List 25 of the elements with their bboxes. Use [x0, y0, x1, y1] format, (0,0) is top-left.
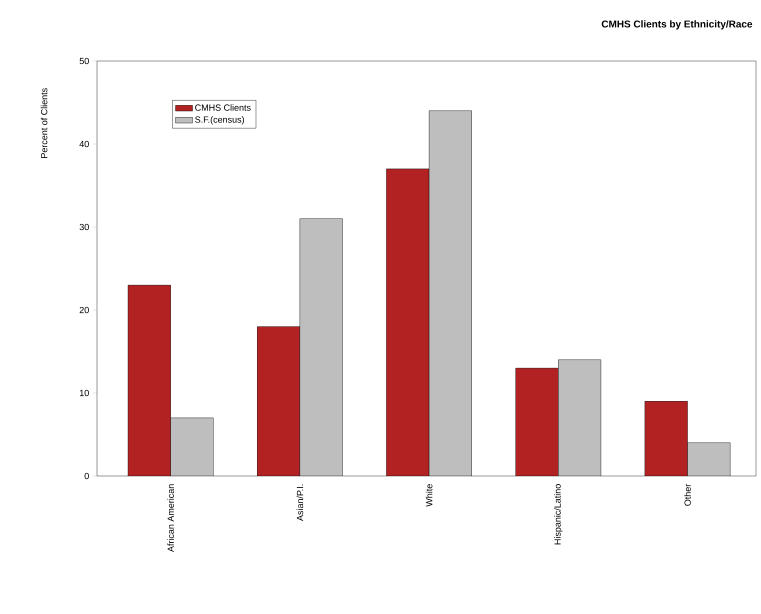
bar: [170, 418, 214, 476]
y-axis-title: Percent of Clients: [40, 88, 48, 158]
legend-label: CMHS Clients: [195, 104, 251, 111]
x-tick-label: African American: [167, 484, 174, 552]
chart-title: CMHS Clients by Ethnicity/Race: [602, 20, 752, 30]
x-tick-label: White: [426, 484, 432, 507]
y-tick-label: 50: [80, 58, 89, 64]
bar: [386, 168, 430, 476]
y-tick-label: 10: [80, 390, 89, 396]
x-tick-label: Hispanic/Latino: [554, 484, 562, 544]
bar: [300, 218, 343, 476]
y-tick-label: 40: [79, 140, 89, 148]
x-tick-label: Other: [684, 484, 691, 506]
bar: [687, 442, 730, 476]
bar: [257, 326, 300, 476]
bar: [428, 110, 472, 476]
legend-label: S.F.(census): [195, 116, 244, 125]
bar: [558, 360, 602, 476]
x-tick-label: Asian/P.I.: [296, 484, 304, 521]
y-tick-label: 30: [80, 224, 89, 230]
y-tick-label: 20: [80, 306, 89, 314]
bar: [128, 285, 171, 476]
bar: [644, 401, 688, 476]
bar: [515, 368, 559, 476]
y-tick-label: 0: [84, 472, 89, 480]
